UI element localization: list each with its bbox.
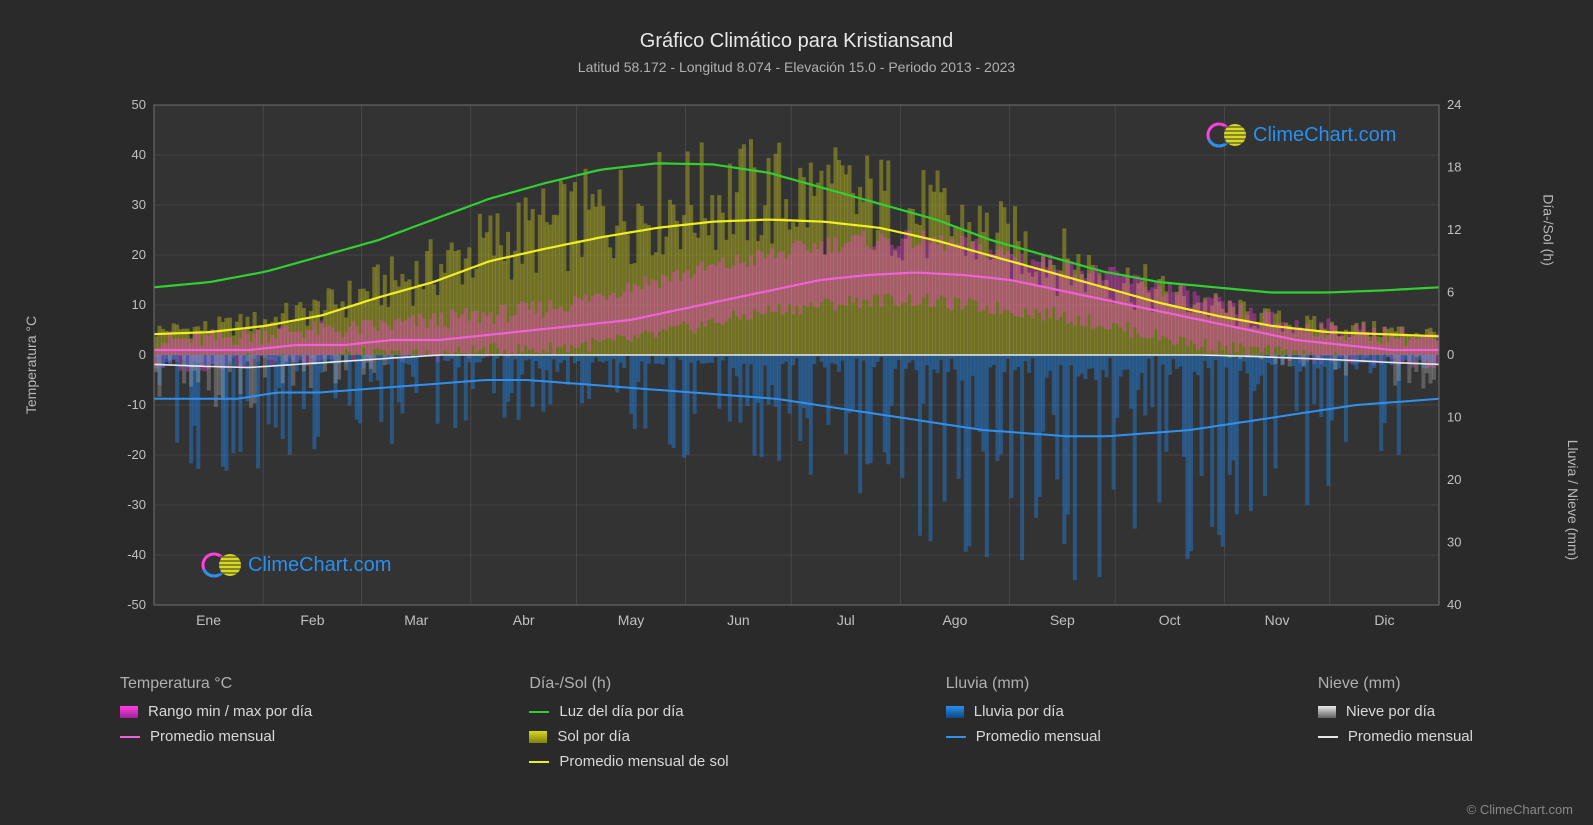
swatch-snow-icon bbox=[1318, 706, 1336, 718]
svg-text:ClimeChart.com: ClimeChart.com bbox=[1253, 124, 1396, 146]
svg-text:Jul: Jul bbox=[837, 612, 855, 628]
chart-container: Gráfico Climático para Kristiansand Lati… bbox=[0, 0, 1593, 825]
svg-text:Sep: Sep bbox=[1050, 612, 1075, 628]
swatch-temp-range-icon bbox=[120, 706, 138, 718]
svg-text:50: 50 bbox=[132, 97, 146, 112]
legend-daylight-label: Luz del día por día bbox=[559, 703, 683, 720]
svg-text:Mar: Mar bbox=[404, 612, 428, 628]
svg-text:10: 10 bbox=[132, 297, 146, 312]
swatch-rain-icon bbox=[946, 706, 964, 718]
y-left-label: Temperatura °C bbox=[23, 316, 39, 414]
legend-rain-daily-label: Lluvia por día bbox=[974, 703, 1064, 720]
svg-text:6: 6 bbox=[1447, 285, 1454, 300]
svg-text:40: 40 bbox=[1447, 597, 1461, 612]
svg-text:Ene: Ene bbox=[196, 612, 221, 628]
svg-text:-10: -10 bbox=[127, 397, 146, 412]
svg-text:-50: -50 bbox=[127, 597, 146, 612]
svg-text:-30: -30 bbox=[127, 497, 146, 512]
copyright: © ClimeChart.com bbox=[1467, 802, 1573, 817]
svg-text:0: 0 bbox=[139, 347, 146, 362]
legend-rain-daily: Lluvia por día bbox=[946, 703, 1101, 720]
legend-temp-avg-label: Promedio mensual bbox=[150, 728, 275, 745]
svg-text:40: 40 bbox=[132, 147, 146, 162]
legend-temp: Temperatura °C Rango min / max por día P… bbox=[120, 675, 312, 778]
swatch-rain-avg-icon bbox=[946, 736, 966, 738]
svg-text:0: 0 bbox=[1447, 347, 1454, 362]
svg-text:24: 24 bbox=[1447, 97, 1461, 112]
svg-text:12: 12 bbox=[1447, 222, 1461, 237]
legend-snow-daily-label: Nieve por día bbox=[1346, 703, 1435, 720]
swatch-snow-avg-icon bbox=[1318, 736, 1338, 738]
svg-text:Abr: Abr bbox=[513, 612, 535, 628]
legend: Temperatura °C Rango min / max por día P… bbox=[60, 675, 1533, 778]
legend-day: Día-/Sol (h) Luz del día por día Sol por… bbox=[529, 675, 728, 778]
svg-text:Dic: Dic bbox=[1374, 612, 1394, 628]
svg-text:-20: -20 bbox=[127, 447, 146, 462]
legend-snow-avg-label: Promedio mensual bbox=[1348, 728, 1473, 745]
svg-text:Ago: Ago bbox=[942, 612, 967, 628]
climate-chart-svg: -50 -40 -30 -20 -10 0 10 20 30 40 50 0 6 12 18 24 10 20 30… bbox=[90, 95, 1503, 635]
legend-temp-avg: Promedio mensual bbox=[120, 728, 312, 745]
swatch-sun-avg-icon bbox=[529, 761, 549, 763]
legend-rain-title: Lluvia (mm) bbox=[946, 675, 1101, 693]
legend-sun-daily: Sol por día bbox=[529, 728, 728, 745]
plot-area: -50 -40 -30 -20 -10 0 10 20 30 40 50 0 6 12 18 24 10 20 30… bbox=[90, 95, 1503, 635]
svg-text:18: 18 bbox=[1447, 160, 1461, 175]
svg-text:Feb: Feb bbox=[300, 612, 324, 628]
legend-rain-avg-label: Promedio mensual bbox=[976, 728, 1101, 745]
legend-rain: Lluvia (mm) Lluvia por día Promedio mens… bbox=[946, 675, 1101, 778]
y-right-top-label: Día-/Sol (h) bbox=[1541, 194, 1557, 266]
svg-text:30: 30 bbox=[1447, 535, 1461, 550]
svg-text:20: 20 bbox=[132, 247, 146, 262]
svg-text:Oct: Oct bbox=[1159, 612, 1181, 628]
svg-text:30: 30 bbox=[132, 197, 146, 212]
legend-snow-title: Nieve (mm) bbox=[1318, 675, 1473, 693]
swatch-daylight-icon bbox=[529, 711, 549, 713]
svg-text:Jun: Jun bbox=[727, 612, 750, 628]
legend-temp-title: Temperatura °C bbox=[120, 675, 312, 693]
legend-snow-avg: Promedio mensual bbox=[1318, 728, 1473, 745]
svg-text:20: 20 bbox=[1447, 472, 1461, 487]
legend-snow: Nieve (mm) Nieve por día Promedio mensua… bbox=[1318, 675, 1473, 778]
svg-text:Nov: Nov bbox=[1265, 612, 1290, 628]
legend-day-title: Día-/Sol (h) bbox=[529, 675, 728, 693]
legend-sun-avg-label: Promedio mensual de sol bbox=[559, 753, 728, 770]
swatch-temp-avg-icon bbox=[120, 736, 140, 738]
svg-text:May: May bbox=[618, 612, 644, 628]
y-right-bot-label: Lluvia / Nieve (mm) bbox=[1565, 440, 1581, 561]
legend-sun-avg: Promedio mensual de sol bbox=[529, 753, 728, 770]
legend-temp-range-label: Rango min / max por día bbox=[148, 703, 312, 720]
legend-rain-avg: Promedio mensual bbox=[946, 728, 1101, 745]
swatch-sun-icon bbox=[529, 731, 547, 743]
legend-snow-daily: Nieve por día bbox=[1318, 703, 1473, 720]
legend-sun-daily-label: Sol por día bbox=[557, 728, 630, 745]
svg-text:10: 10 bbox=[1447, 410, 1461, 425]
chart-subtitle: Latitud 58.172 - Longitud 8.074 - Elevac… bbox=[60, 59, 1533, 75]
svg-text:ClimeChart.com: ClimeChart.com bbox=[248, 554, 391, 576]
chart-title: Gráfico Climático para Kristiansand bbox=[60, 30, 1533, 53]
legend-daylight: Luz del día por día bbox=[529, 703, 728, 720]
legend-temp-range: Rango min / max por día bbox=[120, 703, 312, 720]
svg-text:-40: -40 bbox=[127, 547, 146, 562]
